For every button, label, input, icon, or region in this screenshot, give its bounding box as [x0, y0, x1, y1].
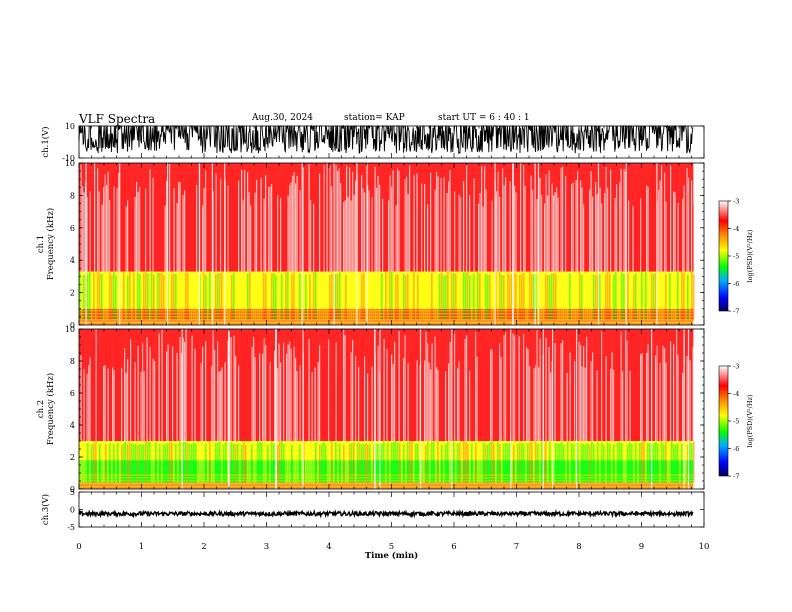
start-time-label: start UT = 6 : 40 : 1 — [438, 113, 530, 123]
chart-title: VLF Spectra — [79, 112, 156, 126]
y-tick-label: -5 — [67, 523, 75, 532]
y-tick-label: 2 — [70, 289, 75, 298]
colorbar-tick-label: -5 — [733, 418, 739, 426]
ch1-spectrogram-colorbar — [718, 200, 729, 312]
x-tick-label: 6 — [451, 542, 456, 552]
y-tick-label: 4 — [70, 421, 75, 430]
ch2-spectrogram-ylabel: ch.2 — [36, 400, 46, 418]
y-tick-label: 4 — [70, 256, 75, 265]
y-tick-label: -10 — [62, 154, 75, 163]
ch3-waveform-ylabel: ch.3(V) — [40, 494, 51, 525]
ch1-spectrogram-ylabel: Frequency (kHz) — [45, 208, 56, 280]
y-tick-label: 10 — [65, 159, 75, 168]
y-tick-label: 0 — [70, 321, 75, 330]
ch2-spectrogram-band-0 — [79, 482, 694, 489]
station-label: station= KAP — [344, 113, 405, 123]
x-axis-label: Time (min) — [365, 550, 418, 561]
colorbar-tick-label: -4 — [733, 225, 739, 233]
colorbar-tick-label: -3 — [733, 198, 739, 206]
x-tick-label: 2 — [201, 542, 206, 552]
colorbar-tick-label: -7 — [733, 308, 739, 316]
colorbar-tick-label: -5 — [733, 253, 739, 261]
x-tick-label: 8 — [576, 542, 581, 552]
colorbar-tick-label: -3 — [733, 363, 739, 371]
y-tick-label: 2 — [70, 453, 75, 462]
y-tick-label: 0 — [70, 506, 75, 515]
ch3-waveform-frame — [78, 491, 705, 528]
date-label: Aug.30, 2024 — [252, 113, 313, 123]
ch2-spectrogram-image — [79, 329, 695, 489]
ch1-waveform-trace — [78, 124, 694, 155]
y-tick-label: 6 — [70, 224, 75, 233]
x-tick-label: 4 — [326, 542, 331, 552]
y-tick-label: 10 — [65, 325, 75, 334]
ch1-spectrogram-ylabel: ch.1 — [36, 235, 46, 253]
y-tick-label: 5 — [70, 488, 75, 497]
ch3-waveform-trace — [78, 508, 694, 519]
ch2-spectrogram-colorbar — [718, 365, 729, 477]
y-tick-label: 0 — [70, 485, 75, 494]
colorbar-label: log(PSD)(V²/Hz) — [746, 229, 754, 282]
x-tick-label: 9 — [639, 542, 644, 552]
colorbar-tick-label: -4 — [733, 390, 739, 398]
colorbar-tick-label: -7 — [733, 473, 739, 481]
colorbar-tick-label: -6 — [733, 445, 739, 453]
x-tick-label: 1 — [139, 542, 144, 552]
y-tick-label: 6 — [70, 389, 75, 398]
x-tick-label: 3 — [264, 542, 269, 552]
ch2-spectrogram-ylabel: Frequency (kHz) — [45, 373, 56, 445]
colorbar-tick-label: -6 — [733, 280, 739, 288]
x-tick-label: 7 — [514, 542, 519, 552]
x-tick-label: 5 — [389, 542, 394, 552]
colorbar-label: log(PSD)(V²/Hz) — [746, 394, 754, 447]
ch1-spectrogram-image — [79, 163, 695, 325]
ch1-waveform-ylabel: ch.1(V) — [40, 126, 51, 157]
y-tick-label: 10 — [65, 122, 75, 131]
x-tick-label: 10 — [699, 542, 710, 552]
x-tick-label: 0 — [76, 542, 81, 552]
y-tick-label: 8 — [70, 191, 75, 200]
y-tick-label: 8 — [70, 357, 75, 366]
